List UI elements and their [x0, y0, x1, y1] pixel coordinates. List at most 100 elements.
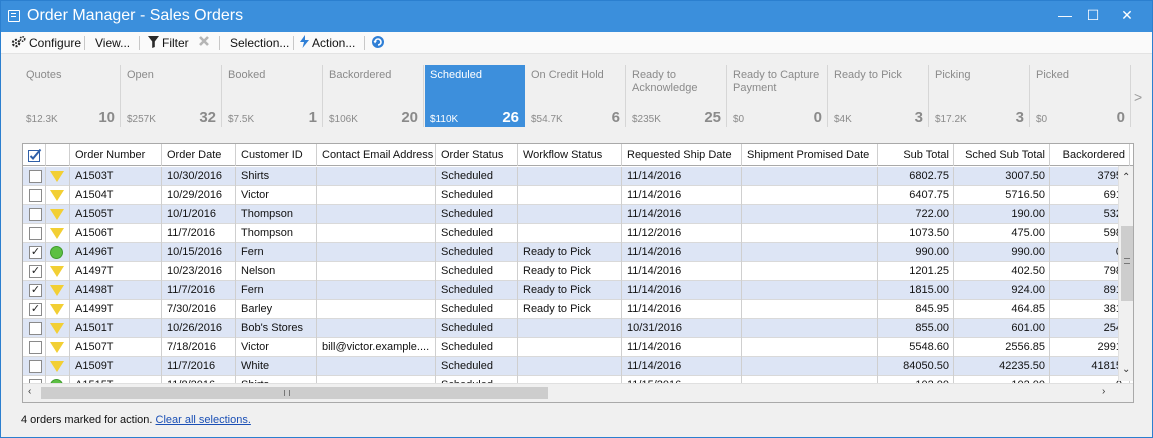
status-tile[interactable]: Quotes $12.3K 10: [21, 65, 121, 127]
row-checkbox[interactable]: ✓: [29, 284, 42, 297]
column-header[interactable]: Sub Total: [878, 144, 954, 166]
status-tile[interactable]: On Credit Hold $54.7K 6: [526, 65, 626, 127]
row-indicator-cell: [46, 338, 70, 357]
minimize-button[interactable]: —: [1058, 7, 1072, 23]
tile-amount: $110K: [430, 114, 459, 125]
table-row[interactable]: ✓ A1498T 11/7/2016 Fern Scheduled Ready to Pi…: [23, 281, 1130, 300]
status-tile[interactable]: Ready to Pick $4K 3: [829, 65, 929, 127]
filter-button[interactable]: Filter: [148, 35, 189, 51]
column-header[interactable]: Order Status: [436, 144, 518, 166]
row-checkbox[interactable]: [29, 341, 42, 354]
scroll-up-icon[interactable]: ⌃: [1122, 172, 1131, 183]
app-icon: [8, 10, 20, 22]
toolbar-divider: [139, 36, 140, 50]
status-triangle-icon: [50, 342, 64, 353]
table-cell: A1499T: [70, 300, 162, 319]
table-row[interactable]: A1501T 10/26/2016 Bob's Stores Scheduled 10/…: [23, 319, 1130, 338]
status-triangle-icon: [50, 266, 64, 277]
table-cell: [518, 205, 622, 224]
table-row[interactable]: A1506T 11/7/2016 Thompson Scheduled 11/12/20…: [23, 224, 1130, 243]
table-cell: Ready to Pick: [518, 262, 622, 281]
status-tile[interactable]: Ready to Capture Payment $0 0: [728, 65, 828, 127]
selection-button[interactable]: Selection...: [230, 36, 290, 50]
row-checkbox[interactable]: [29, 322, 42, 335]
row-checkbox[interactable]: [29, 227, 42, 240]
table-cell: 845.95: [878, 300, 954, 319]
table-row[interactable]: A1504T 10/29/2016 Victor Scheduled 11/14/201…: [23, 186, 1130, 205]
row-indicator-cell: [46, 167, 70, 186]
tiles-next-arrow[interactable]: >: [1134, 89, 1143, 105]
table-cell: [317, 300, 436, 319]
row-checkbox[interactable]: [29, 189, 42, 202]
grip-icon: [284, 390, 290, 396]
horizontal-scroll-thumb[interactable]: [41, 387, 548, 399]
row-indicator-cell: [46, 319, 70, 338]
refresh-icon[interactable]: [371, 35, 385, 51]
tile-amount: $0: [1036, 114, 1048, 125]
row-checkbox[interactable]: ✓: [29, 265, 42, 278]
row-select-cell: ✓: [23, 243, 46, 262]
status-tile[interactable]: Scheduled $110K 26: [425, 65, 525, 127]
status-tile[interactable]: Picking $17.2K 3: [930, 65, 1030, 127]
configure-button[interactable]: Configure: [11, 35, 81, 51]
table-row[interactable]: ✓ A1499T 7/30/2016 Barley Scheduled Ready to …: [23, 300, 1130, 319]
action-button[interactable]: Action...: [300, 35, 355, 51]
status-text: 4 orders marked for action.: [21, 414, 156, 426]
column-header[interactable]: Backordered: [1050, 144, 1130, 166]
horizontal-scrollbar[interactable]: ‹ ›: [23, 383, 1133, 402]
table-cell: Scheduled: [436, 243, 518, 262]
column-header[interactable]: Order Date: [162, 144, 236, 166]
row-checkbox[interactable]: [29, 208, 42, 221]
vertical-scroll-thumb[interactable]: [1121, 226, 1133, 301]
scroll-right-icon[interactable]: ›: [1102, 386, 1106, 397]
column-header[interactable]: Contact Email Address: [317, 144, 436, 166]
table-cell: 1201.25: [878, 262, 954, 281]
scroll-down-icon[interactable]: ⌄: [1122, 364, 1131, 375]
tile-count: 1: [308, 109, 317, 126]
scroll-left-icon[interactable]: ‹: [28, 386, 32, 397]
tile-amount: $0: [733, 114, 745, 125]
row-checkbox[interactable]: ✓: [29, 303, 42, 316]
status-tile[interactable]: Backordered $106K 20: [324, 65, 424, 127]
tile-amount: $106K: [329, 114, 358, 125]
vertical-scrollbar[interactable]: ⌃ ⌄: [1118, 166, 1133, 381]
row-checkbox[interactable]: [29, 170, 42, 183]
status-triangle-icon: [50, 228, 64, 239]
table-row[interactable]: ✓ A1497T 10/23/2016 Nelson Scheduled Ready to…: [23, 262, 1130, 281]
column-header[interactable]: Workflow Status: [518, 144, 622, 166]
status-tile[interactable]: Open $257K 32: [122, 65, 222, 127]
table-cell: [742, 262, 878, 281]
close-button[interactable]: ✕: [1121, 7, 1133, 23]
table-cell: [518, 319, 622, 338]
status-tile[interactable]: Picked $0 0: [1031, 65, 1131, 127]
table-row[interactable]: ✓ A1496T 10/15/2016 Fern Scheduled Ready to P…: [23, 243, 1130, 262]
table-cell: 11/14/2016: [622, 167, 742, 186]
row-checkbox[interactable]: ✓: [29, 246, 42, 259]
select-all-checkbox[interactable]: [23, 144, 46, 166]
table-cell: A1504T: [70, 186, 162, 205]
column-header[interactable]: Sched Sub Total: [954, 144, 1050, 166]
table-row[interactable]: A1505T 10/1/2016 Thompson Scheduled 11/14/20…: [23, 205, 1130, 224]
table-row[interactable]: A1507T 7/18/2016 Victor bill@victor.example…: [23, 338, 1130, 357]
row-indicator-cell: [46, 243, 70, 262]
funnel-icon: [148, 35, 159, 52]
clear-selections-link[interactable]: Clear all selections.: [155, 414, 251, 426]
table-cell: 722.00: [878, 205, 954, 224]
clear-filter-icon[interactable]: [198, 35, 210, 51]
table-cell: Fern: [236, 243, 317, 262]
table-row[interactable]: A1509T 11/7/2016 White Scheduled 11/14/2016 8…: [23, 357, 1130, 376]
status-bar: 4 orders marked for action. Clear all se…: [21, 414, 251, 426]
maximize-button[interactable]: ☐: [1086, 7, 1100, 23]
view-button[interactable]: View...: [95, 36, 131, 50]
status-tile[interactable]: Booked $7.5K 1: [223, 65, 323, 127]
table-cell: [742, 224, 878, 243]
column-header[interactable]: Order Number: [70, 144, 162, 166]
table-row[interactable]: A1503T 10/30/2016 Shirts Scheduled 11/14/201…: [23, 167, 1130, 186]
column-header[interactable]: Customer ID: [236, 144, 317, 166]
column-header[interactable]: Shipment Promised Date: [742, 144, 878, 166]
table-cell: [742, 243, 878, 262]
column-header[interactable]: Requested Ship Date: [622, 144, 742, 166]
status-tile[interactable]: Ready to Acknowledge $235K 25: [627, 65, 727, 127]
tile-amount: $257K: [127, 114, 156, 125]
row-checkbox[interactable]: [29, 360, 42, 373]
